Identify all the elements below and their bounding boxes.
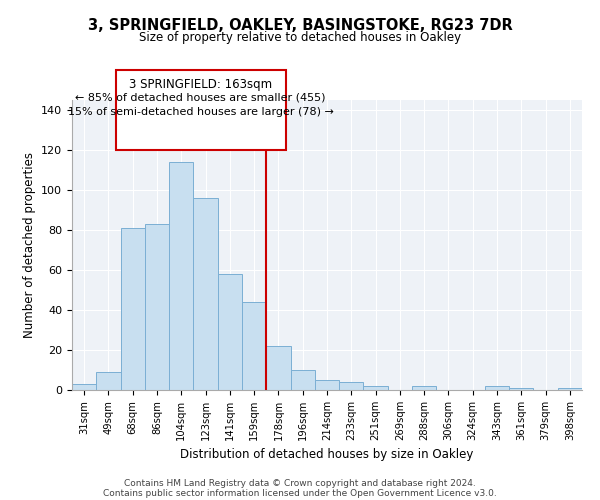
Bar — [290, 370, 315, 390]
Bar — [485, 386, 509, 390]
Bar — [72, 384, 96, 390]
Text: 3, SPRINGFIELD, OAKLEY, BASINGSTOKE, RG23 7DR: 3, SPRINGFIELD, OAKLEY, BASINGSTOKE, RG2… — [88, 18, 512, 32]
Bar — [339, 382, 364, 390]
Text: Contains HM Land Registry data © Crown copyright and database right 2024.: Contains HM Land Registry data © Crown c… — [124, 478, 476, 488]
Text: 3 SPRINGFIELD: 163sqm: 3 SPRINGFIELD: 163sqm — [129, 78, 272, 90]
Y-axis label: Number of detached properties: Number of detached properties — [23, 152, 35, 338]
Bar — [169, 162, 193, 390]
Text: Size of property relative to detached houses in Oakley: Size of property relative to detached ho… — [139, 31, 461, 44]
Bar — [558, 388, 582, 390]
Bar — [364, 386, 388, 390]
Text: 15% of semi-detached houses are larger (78) →: 15% of semi-detached houses are larger (… — [68, 106, 334, 117]
Bar — [145, 224, 169, 390]
Bar — [121, 228, 145, 390]
Bar — [412, 386, 436, 390]
Bar — [315, 380, 339, 390]
Bar — [266, 346, 290, 390]
Text: Contains public sector information licensed under the Open Government Licence v3: Contains public sector information licen… — [103, 488, 497, 498]
Bar — [509, 388, 533, 390]
Text: ← 85% of detached houses are smaller (455): ← 85% of detached houses are smaller (45… — [76, 92, 326, 102]
Bar — [242, 302, 266, 390]
Bar — [218, 274, 242, 390]
X-axis label: Distribution of detached houses by size in Oakley: Distribution of detached houses by size … — [181, 448, 473, 462]
Bar — [193, 198, 218, 390]
Bar — [96, 372, 121, 390]
